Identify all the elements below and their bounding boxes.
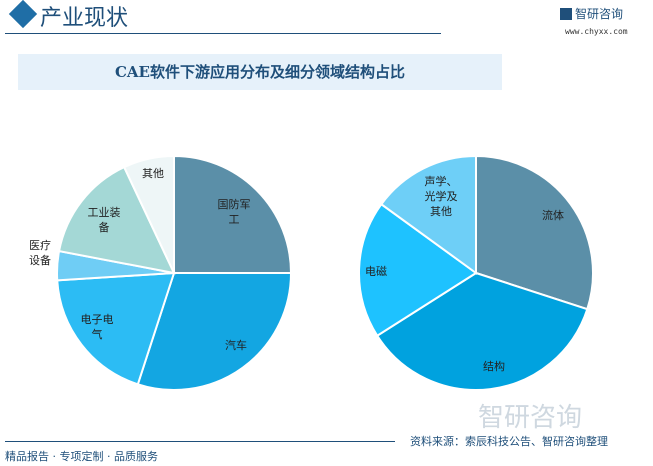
logo-text: 智研咨询 — [575, 7, 624, 21]
chart-title: CAE软件下游应用分布及细分领域结构占比 — [114, 63, 405, 81]
divider — [5, 441, 395, 442]
site-url: www.chyxx.com — [565, 27, 628, 36]
slice-label-fluid: 流体 — [542, 209, 564, 222]
slice-label-medical: 医疗设备 — [29, 239, 51, 267]
slice-label-auto: 汽车 — [225, 339, 247, 352]
slice-label-defense: 国防军工 — [217, 198, 251, 226]
watermark: 智研咨询 — [478, 403, 583, 433]
slice-label-acoustics: 声学、光学及其他 — [424, 175, 458, 218]
slice-label-electronics: 电子电气 — [80, 313, 114, 341]
title-banner — [18, 54, 502, 90]
pie-slice — [56, 271, 176, 386]
logo-icon — [560, 8, 572, 20]
slice-label-other: 其他 — [142, 167, 164, 180]
footer-slogan: 精品报告 · 专项定制 · 品质服务 — [5, 450, 158, 463]
pie-slice — [358, 202, 478, 338]
pie-slice — [57, 165, 176, 275]
section-title: 产业现状 — [40, 6, 129, 31]
pie-slice — [379, 154, 477, 275]
slice-label-em: 电磁 — [365, 265, 387, 278]
pie-slice — [136, 272, 293, 391]
pie-slice — [375, 271, 589, 391]
divider — [5, 33, 441, 34]
pie-slice — [122, 154, 175, 274]
source-note: 资料来源：索辰科技公告、智研咨询整理 — [410, 435, 608, 448]
slice-label-industrial: 工业装备 — [87, 206, 121, 234]
pie-slice — [475, 154, 594, 311]
pie-slice — [173, 154, 293, 274]
logo: 智研咨询 — [560, 5, 623, 22]
slice-label-structure: 结构 — [483, 360, 505, 373]
